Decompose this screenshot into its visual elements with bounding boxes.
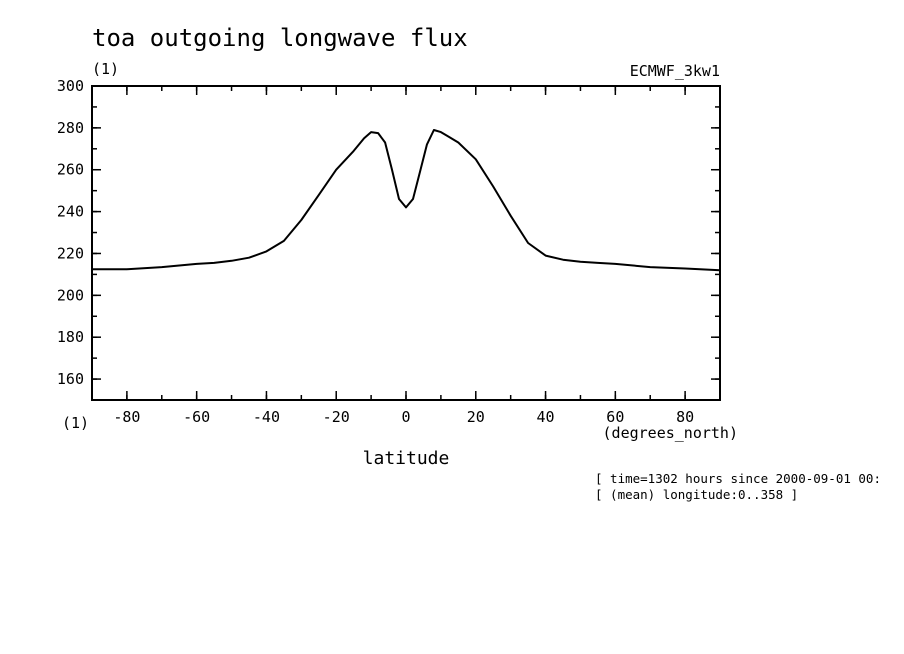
y-tick-label: 280 <box>57 119 84 137</box>
dataset-label: ECMWF_3kw1 <box>630 62 720 80</box>
x-units-label: (1) <box>62 414 89 432</box>
x-axis-title: latitude <box>363 448 450 469</box>
x-tick-label: -60 <box>183 408 210 426</box>
longitude-note: [ (mean) longitude:0..358 ] <box>595 487 798 502</box>
y-units-label: (1) <box>92 60 119 78</box>
x-tick-label: 80 <box>676 408 694 426</box>
y-tick-label: 240 <box>57 203 84 221</box>
y-tick-label: 220 <box>57 244 84 262</box>
x-tick-label: 40 <box>537 408 555 426</box>
time-note: [ time=1302 hours since 2000-09-01 00: <box>595 471 881 486</box>
chart-title: toa outgoing longwave flux <box>92 24 468 52</box>
axis-tick-labels: -80 -60 -40 -20 0 20 40 60 80 160 180 200 220 240 260 2… <box>57 77 694 426</box>
x-tick-label: -80 <box>113 408 140 426</box>
x-tick-label: 60 <box>606 408 624 426</box>
x-tick-label: -20 <box>323 408 350 426</box>
y-tick-label: 200 <box>57 286 84 304</box>
y-tick-label: 260 <box>57 161 84 179</box>
axis-ticks <box>91 85 721 401</box>
plot-frame <box>91 85 721 401</box>
series-line <box>92 129 721 272</box>
x-tick-label: 0 <box>401 408 410 426</box>
x-axis-units: (degrees_north) <box>603 424 738 442</box>
y-tick-label: 180 <box>57 328 84 346</box>
x-tick-label: 20 <box>467 408 485 426</box>
x-tick-label: -40 <box>253 408 280 426</box>
y-tick-label: 300 <box>57 77 84 95</box>
y-tick-label: 160 <box>57 370 84 388</box>
